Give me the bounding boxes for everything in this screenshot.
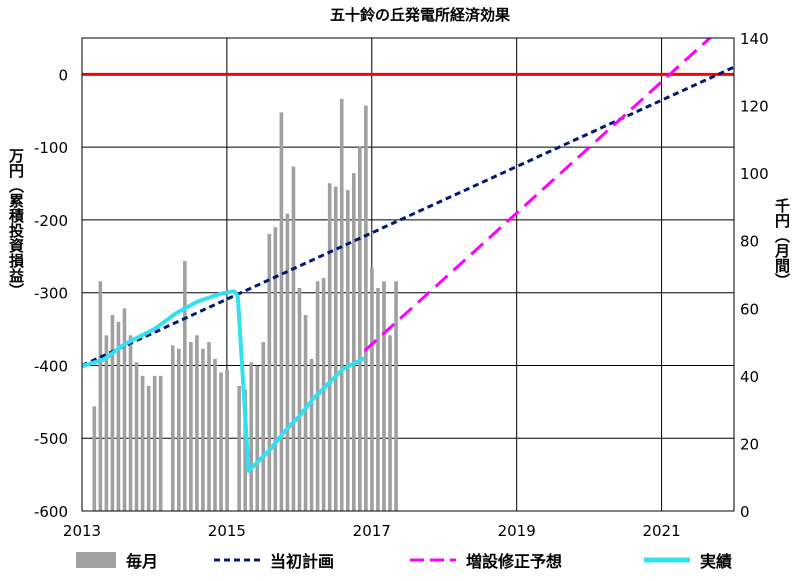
- bar: [351, 173, 356, 511]
- bar: [225, 369, 229, 511]
- y-tick-label-right: 100: [740, 165, 769, 183]
- bar: [183, 260, 187, 511]
- bar: [273, 227, 278, 511]
- legend-label: 毎月: [126, 552, 159, 571]
- legend-swatch-cyan: [644, 557, 690, 563]
- y-tick-label-left: -300: [34, 285, 68, 303]
- bar: [237, 385, 241, 511]
- y-axis-right-label: 千円（月間）: [773, 198, 791, 288]
- bar: [104, 335, 109, 511]
- legend-swatch-bar: [76, 552, 116, 568]
- bar: [116, 321, 121, 511]
- bar: [388, 335, 392, 511]
- bar: [333, 186, 338, 511]
- plot-frame: [81, 37, 735, 512]
- bar: [382, 281, 386, 511]
- y-tick-label-right: 80: [740, 233, 759, 251]
- bar: [345, 190, 350, 512]
- y-tick-label-right: 140: [740, 30, 769, 48]
- bar: [146, 385, 151, 511]
- bar: [170, 345, 175, 511]
- x-tick-label: 2017: [353, 522, 391, 540]
- series-line: [82, 289, 366, 473]
- x-tick-label: 2013: [63, 522, 101, 540]
- chart: 五十鈴の丘発電所経済効果 0 -100 -200 -300 -400 -500 -600 0…: [34, 6, 769, 540]
- y-tick-label-right: 40: [740, 368, 759, 386]
- legend-label: 当初計画: [270, 552, 335, 571]
- y-tick-label-left: -600: [34, 503, 68, 521]
- y-tick-label-left: 0: [58, 66, 68, 84]
- bar: [279, 112, 284, 511]
- bar: [267, 233, 272, 511]
- bar: [140, 375, 145, 511]
- y-axis-left-label: 万円（累積投資損益）: [7, 148, 25, 298]
- bar: [134, 362, 139, 511]
- bar: [309, 358, 314, 511]
- x-tick-label: 2021: [642, 522, 680, 540]
- y-axis-left-ticks: 0 -100 -200 -300 -400 -500 -600: [34, 66, 68, 521]
- bar: [394, 281, 398, 511]
- y-tick-label-left: -100: [34, 139, 68, 157]
- bar: [321, 277, 326, 511]
- series-line: [363, 38, 713, 353]
- legend-item-forecast: 増設修正予想: [408, 548, 562, 572]
- legend-label: 実績: [700, 552, 733, 571]
- legend-item-plan: 当初計画: [212, 548, 334, 572]
- bar: [195, 335, 199, 511]
- bar: [98, 281, 103, 511]
- bar: [207, 342, 211, 511]
- bar: [122, 308, 127, 511]
- bar: [201, 348, 205, 511]
- bar: [297, 288, 302, 511]
- bar: [339, 98, 344, 511]
- bar: [376, 288, 380, 511]
- legend-label: 増設修正予想: [466, 552, 563, 571]
- legend-swatch-dashed-navy: [214, 558, 260, 562]
- bar: [249, 362, 254, 511]
- chart-title: 五十鈴の丘発電所経済効果: [330, 6, 511, 24]
- bar: [261, 342, 266, 511]
- bar: [219, 372, 223, 511]
- y-tick-label-left: -200: [34, 212, 68, 230]
- y-tick-label-left: -500: [34, 430, 68, 448]
- legend: 毎月 当初計画 増設修正予想 実績: [0, 545, 800, 575]
- bar: [291, 166, 296, 511]
- bar: [110, 315, 115, 511]
- x-tick-label: 2015: [208, 522, 246, 540]
- y-tick-label-right: 60: [740, 300, 759, 318]
- bar: [364, 105, 368, 511]
- bar: [128, 335, 133, 511]
- bar: [92, 406, 97, 511]
- bar: [358, 146, 362, 512]
- y-tick-label-left: -400: [34, 357, 68, 375]
- bar: [213, 358, 217, 511]
- y-tick-label-right: 120: [740, 98, 769, 116]
- bar: [243, 389, 247, 511]
- bar: [255, 365, 260, 511]
- bar: [189, 342, 193, 511]
- x-axis-ticks: 2013 2015 2017 2019 2021: [63, 522, 681, 540]
- bar: [176, 348, 181, 511]
- bar: [370, 267, 374, 511]
- series-lines: [82, 38, 734, 473]
- bars-monthly: [92, 98, 398, 512]
- bar: [303, 315, 308, 511]
- legend-swatch-dashed-magenta: [410, 558, 456, 562]
- bar: [327, 183, 332, 511]
- y-axis-right-ticks: 0 20 40 60 80 100 120 140: [740, 30, 769, 521]
- legend-item-monthly: 毎月: [74, 548, 158, 572]
- x-tick-label: 2019: [498, 522, 536, 540]
- y-tick-label-right: 0: [740, 503, 750, 521]
- legend-item-actual: 実績: [642, 548, 732, 572]
- bar: [285, 213, 290, 511]
- bar: [158, 375, 163, 511]
- y-tick-label-right: 20: [740, 435, 759, 453]
- bar: [152, 375, 157, 511]
